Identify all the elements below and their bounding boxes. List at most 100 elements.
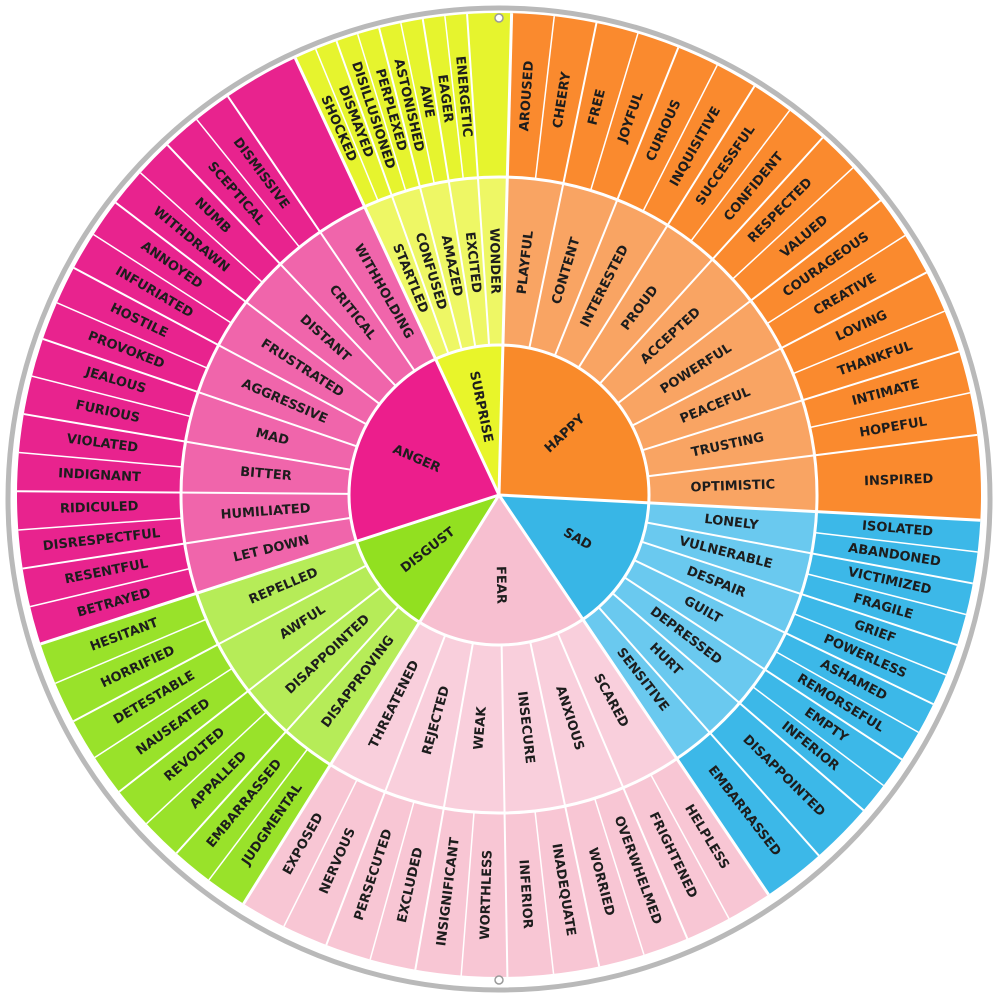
sector-boundary-sad [498, 493, 981, 522]
divider-outer-anger-0-1 [29, 567, 190, 608]
middle-label-fear-3: WEAK [471, 705, 489, 750]
divider-outer-disgust-1-1 [145, 711, 267, 825]
divider-disgust-3 [72, 564, 368, 723]
outer-label-anger-1-1: RIDICULED [60, 499, 139, 517]
wheel-dividers [17, 13, 981, 977]
divider-outer-fear-1-1 [593, 798, 645, 955]
divider-outer-anger-4-1 [56, 302, 208, 369]
divider-sad-2 [641, 540, 958, 647]
middle-label-anger-2: BITTER [240, 465, 293, 484]
divider-anger-2 [17, 490, 350, 495]
middle-label-anger-1: HUMILIATED [220, 501, 311, 523]
divider-outer-happy-4-1 [732, 167, 854, 280]
sector-boundary-fear [497, 494, 770, 896]
divider-fear-3 [500, 644, 509, 977]
core-sector-sad [499, 495, 649, 620]
divider-outer-fear-4-1 [369, 801, 415, 960]
divider-happy-1 [528, 22, 598, 349]
divider-happy-8 [647, 433, 978, 478]
divider-sad-4 [623, 576, 903, 761]
core-ring-border [347, 343, 651, 647]
divider-anger-8 [227, 95, 416, 372]
divider-outer-happy-6-1 [792, 310, 945, 375]
divider-happy-3 [577, 85, 756, 369]
divider-surprise-1 [335, 40, 450, 355]
divider-disgust-1 [175, 605, 400, 854]
hanging-hole-top [494, 13, 504, 23]
divider-fear-1 [556, 632, 689, 940]
divider-outer-happy-1-1 [589, 33, 639, 191]
divider-anger-1 [22, 516, 351, 570]
core-sector-disgust [356, 495, 499, 623]
divider-happy-5 [617, 199, 882, 405]
divider-fear-5 [325, 634, 447, 946]
outer-ring-happy [507, 13, 981, 521]
divider-outer-anger-2-1 [18, 451, 183, 468]
divider-happy-4 [598, 137, 824, 385]
hanging-hole-bottom [494, 975, 504, 985]
outer-label-fear-3-0: WORTHLESS [478, 850, 496, 940]
middle-ring-surprise [364, 177, 508, 360]
middle-label-surprise-3: EXCITED [462, 231, 484, 294]
core-sector-surprise [435, 345, 503, 495]
divider-outer-happy-0-1 [534, 16, 556, 180]
divider-outer-disgust-2-1 [94, 667, 233, 759]
core-sector-anger [349, 359, 499, 542]
outer-label-surprise-3-0: EAGER [434, 74, 455, 124]
divider-outer-surprise-0-1 [315, 48, 379, 202]
divider-outer-disgust-0-1 [208, 748, 309, 881]
outer-label-fear-2-1: INFERIOR [515, 859, 535, 929]
divider-fear-4 [414, 642, 474, 970]
middle-label-happy-0: PLAYFUL [515, 230, 537, 295]
divider-sad-6 [597, 606, 820, 857]
divider-outer-sad-4-1 [752, 686, 885, 787]
middle-label-happy-8: OPTIMISTIC [690, 477, 775, 495]
outer-ring-anger [16, 58, 365, 644]
divider-outer-anger-7-1 [196, 119, 301, 248]
divider-surprise-4 [466, 13, 491, 346]
outer-ring-surprise [295, 13, 512, 207]
middle-ring-border [179, 175, 819, 815]
middle-label-surprise-4: WONDER [486, 228, 502, 294]
outer-label-anger-2-0: INDIGNANT [58, 466, 141, 485]
divider-outer-surprise-3-1 [444, 15, 465, 180]
divider-outer-happy-7-1 [809, 391, 971, 429]
divider-disgust-2 [118, 586, 382, 793]
middle-ring-happy [502, 177, 818, 512]
divider-outer-disgust-3-1 [55, 618, 207, 685]
divider-anger-4 [42, 338, 358, 448]
divider-outer-sad-0-1 [814, 531, 978, 553]
divider-outer-happy-2-1 [642, 64, 718, 212]
sector-boundary-happy [497, 13, 514, 496]
sector-boundary-anger [40, 493, 500, 646]
divider-sad-5 [611, 592, 865, 812]
outer-label-happy-8-0: INSPIRED [864, 472, 934, 490]
divider-outer-anger-3-1 [31, 375, 192, 418]
sector-boundary-disgust [242, 494, 501, 905]
divider-sad-1 [646, 521, 974, 585]
divider-outer-anger-5-1 [93, 233, 232, 324]
divider-sad-3 [633, 559, 934, 706]
divider-outer-anger-6-1 [139, 172, 263, 284]
core-label-fear: FEAR [493, 566, 509, 604]
divider-happy-7 [641, 350, 960, 452]
divider-outer-sad-2-1 [793, 613, 947, 676]
divider-outer-fear-5-1 [283, 779, 358, 927]
divider-outer-happy-5-1 [766, 234, 906, 325]
divider-anger-7 [166, 144, 397, 387]
divider-outer-happy-3-1 [690, 110, 791, 242]
divider-anger-3 [23, 413, 352, 471]
middle-ring-sad [582, 502, 817, 759]
outer-ring-sad [676, 511, 981, 895]
divider-surprise-3 [421, 18, 477, 348]
sector-boundary-surprise [293, 57, 501, 496]
outer-label-happy-0-0: AROUSED [517, 60, 537, 132]
divider-happy-2 [553, 47, 680, 357]
divider-fear-2 [529, 641, 601, 967]
divider-anger-6 [115, 201, 381, 405]
outer-label-surprise-2-1: AWE [416, 84, 437, 119]
divider-surprise-2 [378, 27, 463, 350]
core-sector-happy [499, 345, 649, 503]
